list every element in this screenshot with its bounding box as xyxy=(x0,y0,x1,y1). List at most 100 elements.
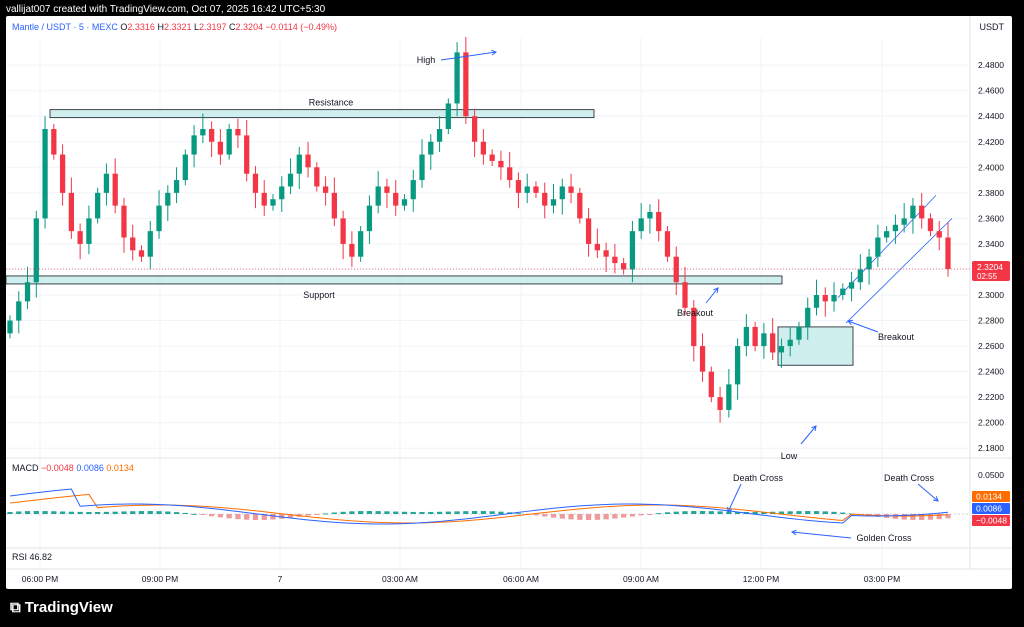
price-tick-label: 2.3400 xyxy=(978,239,1004,249)
macd-histogram-bar xyxy=(410,511,416,514)
macd-histogram-bar xyxy=(691,511,697,514)
macd-value-tag xyxy=(972,515,1010,526)
candle-body xyxy=(226,129,232,155)
candle-body xyxy=(103,173,110,193)
macd-histogram-bar xyxy=(366,511,373,514)
candle-body xyxy=(68,192,74,232)
chart-panel[interactable]: 2.4800 2.4600 2.4400 2.4200 2.4000 2.3800 2.36… xyxy=(6,16,1012,589)
price-tick-label: 2.4400 xyxy=(978,111,1004,121)
candle-body xyxy=(910,205,916,219)
macd-label: MACD xyxy=(12,463,39,473)
candle-body xyxy=(480,141,487,155)
macd-histogram-bar xyxy=(16,511,22,514)
low-arrow-head xyxy=(811,425,817,432)
macd-histogram-bar xyxy=(103,511,110,514)
candle-body xyxy=(331,192,337,219)
macd-histogram-bar xyxy=(568,514,574,520)
candle-body xyxy=(936,231,942,238)
candle-body xyxy=(305,154,311,168)
time-tick-label: 12:00 PM xyxy=(743,574,779,584)
macd-histogram-bar xyxy=(130,511,136,514)
candle-body xyxy=(16,301,22,321)
countdown-value: 02:55 xyxy=(977,272,998,281)
macd-histogram-bar xyxy=(235,514,241,520)
macd-line-value: 0.0086 xyxy=(76,463,104,473)
candle-body xyxy=(401,199,408,206)
low-label: Low xyxy=(781,451,798,461)
death-cross-arrow-2 xyxy=(917,483,939,502)
macd-histogram-bar xyxy=(471,511,478,514)
macd-value-tag xyxy=(972,491,1010,502)
breakout-label-2: Breakout xyxy=(878,332,915,342)
death-cross-arrow-2-head xyxy=(933,496,939,502)
macd-histogram-bar xyxy=(682,511,688,514)
macd-legend[interactable]: MACD −0.0048 0.0086 0.0134 xyxy=(12,463,134,473)
candle-body xyxy=(673,256,679,283)
macd-histogram-bar xyxy=(358,511,364,514)
macd-histogram-bar xyxy=(822,511,828,514)
golden-cross-label: Golden Cross xyxy=(856,533,912,543)
candle-body xyxy=(770,333,776,353)
macd-histogram-bar xyxy=(927,514,934,520)
candle-body xyxy=(726,384,732,410)
macd-histogram-bar xyxy=(24,511,31,514)
macd-histogram-bar xyxy=(699,511,706,514)
support-label: Support xyxy=(303,290,335,300)
candle-body xyxy=(568,186,574,193)
candle-body xyxy=(594,243,600,251)
candle-body xyxy=(393,192,399,206)
macd-histogram-bar xyxy=(734,511,741,514)
macd-histogram-bar xyxy=(498,511,504,514)
breakout-arrow-2-head xyxy=(847,319,854,326)
macd-histogram-bar xyxy=(515,513,522,515)
resistance-label: Resistance xyxy=(309,98,354,108)
close-value: 2.3204 xyxy=(235,22,264,32)
macd-histogram-bar xyxy=(664,512,671,514)
candle-body xyxy=(559,186,565,200)
chart-canvas[interactable]: 2.4800 2.4600 2.4400 2.4200 2.4000 2.3800 2.36… xyxy=(6,16,1012,589)
macd-histogram-bar xyxy=(612,514,618,519)
death-cross-arrow-head xyxy=(727,506,733,513)
rsi-legend[interactable]: RSI 46.82 xyxy=(12,552,52,562)
candle-body xyxy=(691,307,697,347)
candle-body xyxy=(577,192,583,219)
macd-histogram-bar xyxy=(7,512,13,514)
macd-histogram-bar xyxy=(445,511,451,514)
candle-body xyxy=(734,346,741,385)
macd-histogram-bar xyxy=(919,514,925,520)
last-price-tag xyxy=(972,260,1010,281)
brand[interactable]: ⧉ TradingView xyxy=(10,599,113,616)
candle-body xyxy=(927,218,934,232)
macd-histogram-bar xyxy=(550,514,557,518)
symbol-legend[interactable]: Mantle / USDT · 5 · MEXC O2.3316 H2.3321… xyxy=(12,22,337,32)
rsi-label: RSI xyxy=(12,552,28,562)
candle-body xyxy=(664,231,671,257)
candle-body xyxy=(682,282,688,308)
candle-body xyxy=(647,212,653,219)
macd-histogram-bar xyxy=(182,512,188,514)
candle-body xyxy=(656,212,662,232)
candle-body xyxy=(200,129,206,136)
candle-body xyxy=(51,129,57,155)
candle-body xyxy=(375,186,381,206)
candle-body xyxy=(7,320,13,334)
macd-histogram-bar xyxy=(349,511,355,514)
candle-body xyxy=(507,167,513,181)
macd-histogram-bar xyxy=(305,514,311,516)
candle-body xyxy=(533,186,539,193)
time-tick-label: 06:00 AM xyxy=(503,574,539,584)
macd-histogram-bar xyxy=(840,512,846,514)
candle-body xyxy=(24,282,31,302)
macd-histogram-bar xyxy=(761,511,767,514)
candle-body xyxy=(208,129,215,142)
macd-histogram-bar xyxy=(322,513,329,515)
candle-body xyxy=(165,192,171,206)
candle-body xyxy=(244,135,250,174)
price-tick-label: 2.2200 xyxy=(978,392,1004,402)
symbol-name[interactable]: Mantle / USDT · 5 · MEXC xyxy=(12,22,118,32)
open-value: 2.3316 xyxy=(127,22,155,32)
candle-body xyxy=(787,339,793,347)
candle-body xyxy=(542,192,548,206)
price-tick-label: 2.2000 xyxy=(978,418,1004,428)
open-label: O xyxy=(120,22,128,32)
